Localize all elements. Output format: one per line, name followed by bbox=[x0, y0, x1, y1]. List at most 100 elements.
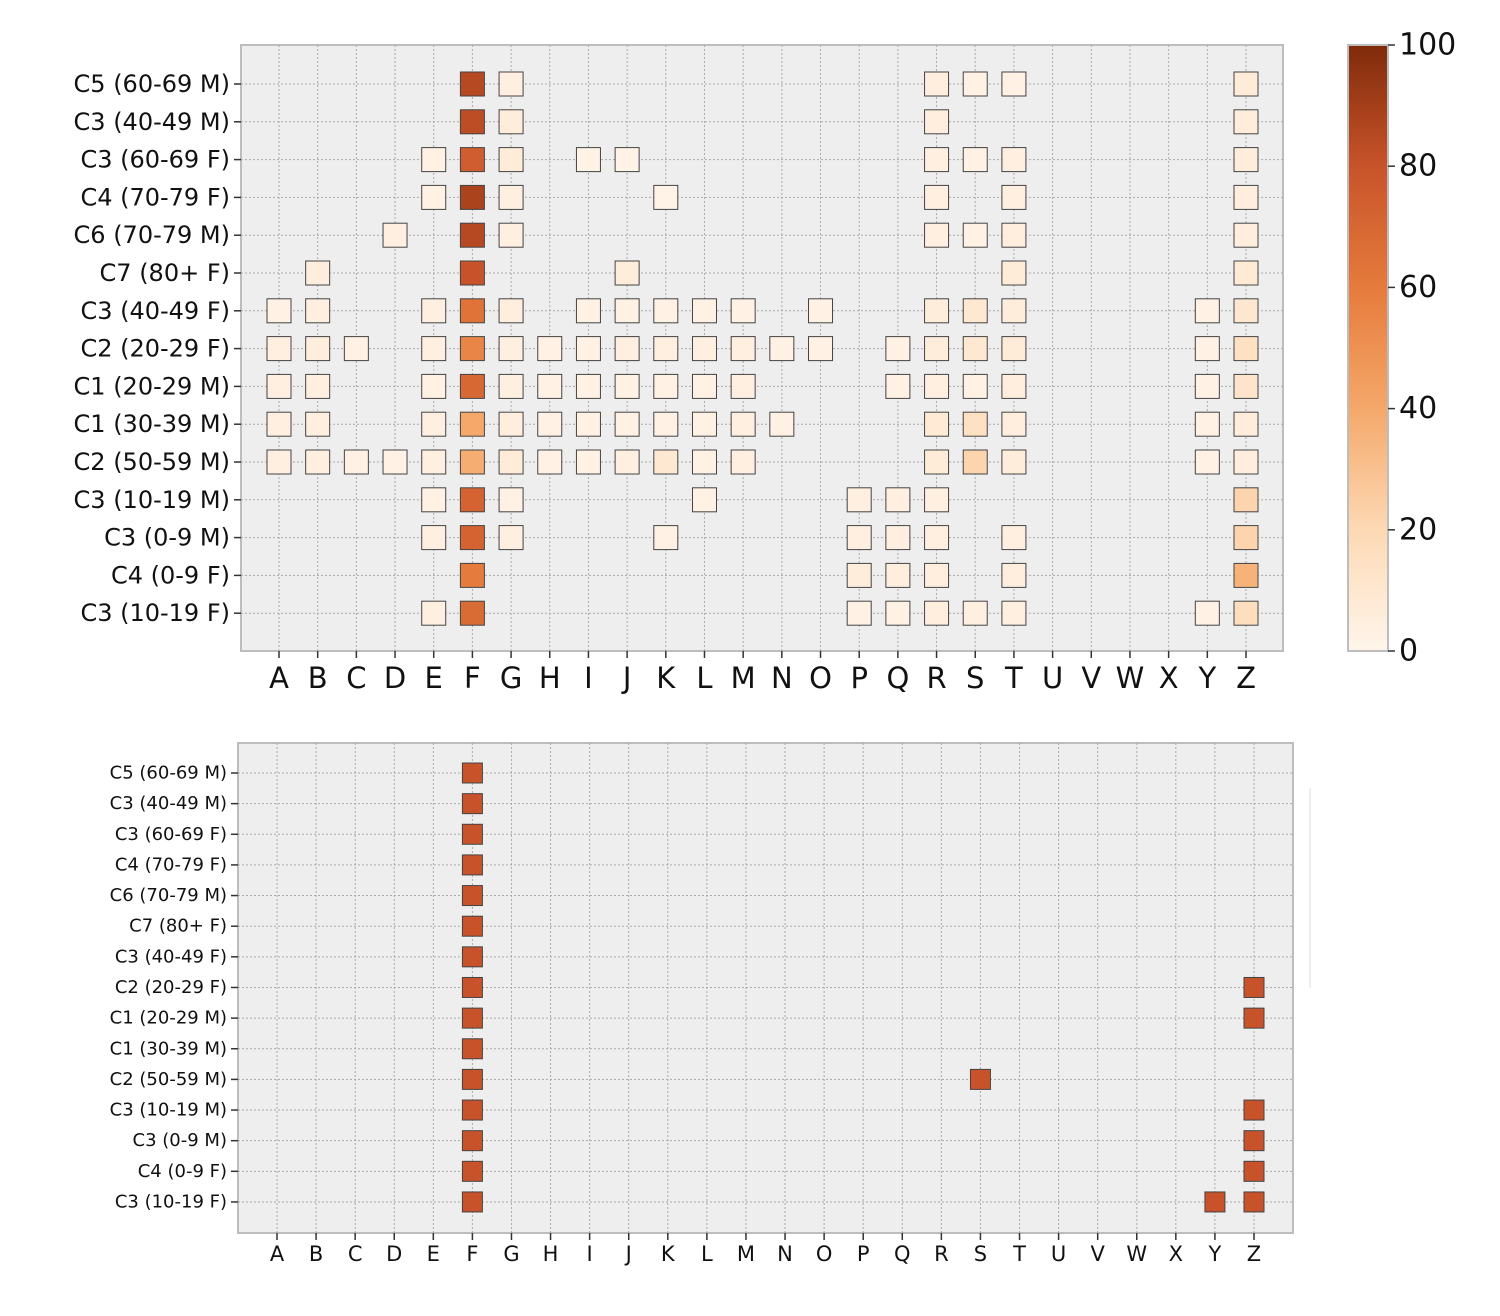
heat-cell-c1-30-39-m-n bbox=[769, 411, 795, 437]
x-tick-label: A bbox=[269, 661, 289, 695]
marker-map-bottom: A B C D E F G H I J K L M N O P Q R S T U V W X Y Z C5 (60-69 M) C3… bbox=[110, 742, 1294, 1266]
y-tick-label: C4 (0-9 F) bbox=[111, 561, 230, 589]
heat-cell-c1-20-29-m-a bbox=[266, 373, 292, 399]
x-tick-label: S bbox=[966, 661, 984, 695]
heat-cell-c4-70-79-f-r bbox=[924, 184, 950, 210]
heat-cell-c3-40-49-f-o bbox=[808, 298, 834, 324]
heat-cell-c1-30-39-m-j bbox=[614, 411, 640, 437]
y-tick-label: C3 (40-49 F) bbox=[80, 297, 230, 325]
marker-c4-0-9-f-z bbox=[1243, 1160, 1265, 1182]
heat-cell-c1-20-29-m-j bbox=[614, 373, 640, 399]
x-tick-label: P bbox=[857, 1242, 870, 1266]
y-tick-label: C3 (60-69 F) bbox=[80, 146, 230, 174]
heat-cell-c2-50-59-m-i bbox=[575, 449, 601, 475]
heat-cell-c3-10-19-m-e bbox=[421, 487, 447, 513]
heat-cell-c2-20-29-f-z bbox=[1233, 336, 1259, 362]
y-tick-label: C1 (30-39 M) bbox=[74, 410, 230, 438]
heat-cell-c3-40-49-f-z bbox=[1233, 298, 1259, 324]
heat-cell-c2-20-29-f-l bbox=[691, 336, 717, 362]
heat-cell-c4-0-9-f-t bbox=[1001, 562, 1027, 588]
y-tick-label: C1 (30-39 M) bbox=[110, 1038, 227, 1059]
heat-cell-c3-10-19-f-z bbox=[1233, 600, 1259, 626]
y-tick-label: C6 (70-79 M) bbox=[110, 885, 227, 906]
heat-cell-c3-40-49-f-e bbox=[421, 298, 447, 324]
heat-cell-c3-10-19-f-p bbox=[846, 600, 872, 626]
heat-cell-c1-20-29-m-y bbox=[1194, 373, 1220, 399]
marker-c4-0-9-f-f bbox=[461, 1160, 483, 1182]
colorbar: 0 20 40 60 80 100 bbox=[1347, 28, 1456, 669]
heat-cell-c5-60-69-m-z bbox=[1233, 71, 1259, 97]
heat-cell-c3-0-9-m-z bbox=[1233, 525, 1259, 551]
y-tick-label: C5 (60-69 M) bbox=[74, 70, 230, 98]
x-tick-label: C bbox=[348, 1242, 363, 1266]
marker-c7-80-f-f bbox=[461, 915, 483, 937]
x-tick-label: S bbox=[974, 1242, 987, 1266]
x-tick-label: E bbox=[427, 1242, 440, 1266]
heat-cell-c2-50-59-m-f bbox=[459, 449, 485, 475]
colorbar-tick-label: 40 bbox=[1399, 391, 1437, 426]
heat-cell-c6-70-79-m-g bbox=[498, 222, 524, 248]
marker-c1-20-29-m-f bbox=[461, 1007, 483, 1029]
heatmap-top: A B C D E F G H I J K L M N O P Q R S T U V W X Y Z C5 (60-69 M) C3… bbox=[74, 44, 1284, 695]
heat-cell-c1-20-29-m-t bbox=[1001, 373, 1027, 399]
heat-cell-c4-70-79-f-f bbox=[459, 184, 485, 210]
x-tick-label: M bbox=[737, 1242, 755, 1266]
heat-cell-c2-50-59-m-m bbox=[730, 449, 756, 475]
heat-cell-c2-20-29-f-h bbox=[537, 336, 563, 362]
x-tick-label: J bbox=[624, 1242, 632, 1266]
x-tick-label: H bbox=[539, 661, 561, 695]
heat-cell-c2-50-59-m-d bbox=[382, 449, 408, 475]
marker-c3-40-49-f-f bbox=[461, 946, 483, 968]
x-tick-label: T bbox=[1012, 1242, 1026, 1266]
plot-area-1 bbox=[237, 742, 1294, 1234]
heat-cell-c3-0-9-m-r bbox=[924, 525, 950, 551]
heat-cell-c1-20-29-m-r bbox=[924, 373, 950, 399]
heat-cell-c3-40-49-f-a bbox=[266, 298, 292, 324]
x-tick-label: N bbox=[771, 661, 793, 695]
heat-cell-c5-60-69-m-s bbox=[962, 71, 988, 97]
x-tick-label: E bbox=[425, 661, 443, 695]
heat-cell-c3-40-49-f-f bbox=[459, 298, 485, 324]
x-tick-label: O bbox=[816, 1242, 833, 1266]
y-tick-label: C1 (20-29 M) bbox=[110, 1008, 227, 1029]
marker-c3-10-19-m-f bbox=[461, 1099, 483, 1121]
heat-cell-c3-10-19-f-s bbox=[962, 600, 988, 626]
heat-cell-c1-20-29-m-e bbox=[421, 373, 447, 399]
y-tick-label: C6 (70-79 M) bbox=[74, 221, 230, 249]
x-tick-label: G bbox=[500, 661, 522, 695]
y-tick-label: C3 (0-9 M) bbox=[133, 1130, 227, 1151]
heat-cell-c2-50-59-m-k bbox=[653, 449, 679, 475]
heat-cell-c2-50-59-m-c bbox=[343, 449, 369, 475]
heat-cell-c6-70-79-m-r bbox=[924, 222, 950, 248]
heat-cell-c3-60-69-f-r bbox=[924, 147, 950, 173]
y-tick-label: C3 (10-19 F) bbox=[80, 599, 230, 627]
x-tick-label: F bbox=[466, 1242, 478, 1266]
heat-cell-c6-70-79-m-f bbox=[459, 222, 485, 248]
heat-cell-c7-80-f-z bbox=[1233, 260, 1259, 286]
heat-cell-c3-10-19-m-f bbox=[459, 487, 485, 513]
heat-cell-c4-0-9-f-r bbox=[924, 562, 950, 588]
heat-cell-c1-30-39-m-b bbox=[305, 411, 331, 437]
heat-cell-c1-30-39-m-h bbox=[537, 411, 563, 437]
heat-cell-c4-0-9-f-q bbox=[885, 562, 911, 588]
heat-cell-c1-20-29-m-f bbox=[459, 373, 485, 399]
heat-cell-c2-50-59-m-j bbox=[614, 449, 640, 475]
x-tick-label: X bbox=[1169, 1242, 1183, 1266]
heat-cell-c1-30-39-m-z bbox=[1233, 411, 1259, 437]
x-tick-label: U bbox=[1051, 1242, 1066, 1266]
heat-cell-c3-40-49-f-y bbox=[1194, 298, 1220, 324]
heat-cell-c1-30-39-m-l bbox=[691, 411, 717, 437]
x-tick-label: T bbox=[1004, 661, 1023, 695]
heat-cell-c2-50-59-m-h bbox=[537, 449, 563, 475]
marker-c3-10-19-f-y bbox=[1204, 1191, 1226, 1213]
x-tick-label: J bbox=[621, 661, 632, 695]
x-tick-label: K bbox=[661, 1242, 676, 1266]
y-tick-label: C2 (50-59 M) bbox=[74, 448, 230, 476]
heat-cell-c1-30-39-m-k bbox=[653, 411, 679, 437]
heat-cell-c2-20-29-f-k bbox=[653, 336, 679, 362]
colorbar-tick-label: 80 bbox=[1399, 149, 1437, 184]
heat-cell-c7-80-f-t bbox=[1001, 260, 1027, 286]
marker-c2-50-59-m-f bbox=[461, 1068, 483, 1090]
x-tick-label: V bbox=[1081, 661, 1101, 695]
x-tick-label: K bbox=[656, 661, 676, 695]
